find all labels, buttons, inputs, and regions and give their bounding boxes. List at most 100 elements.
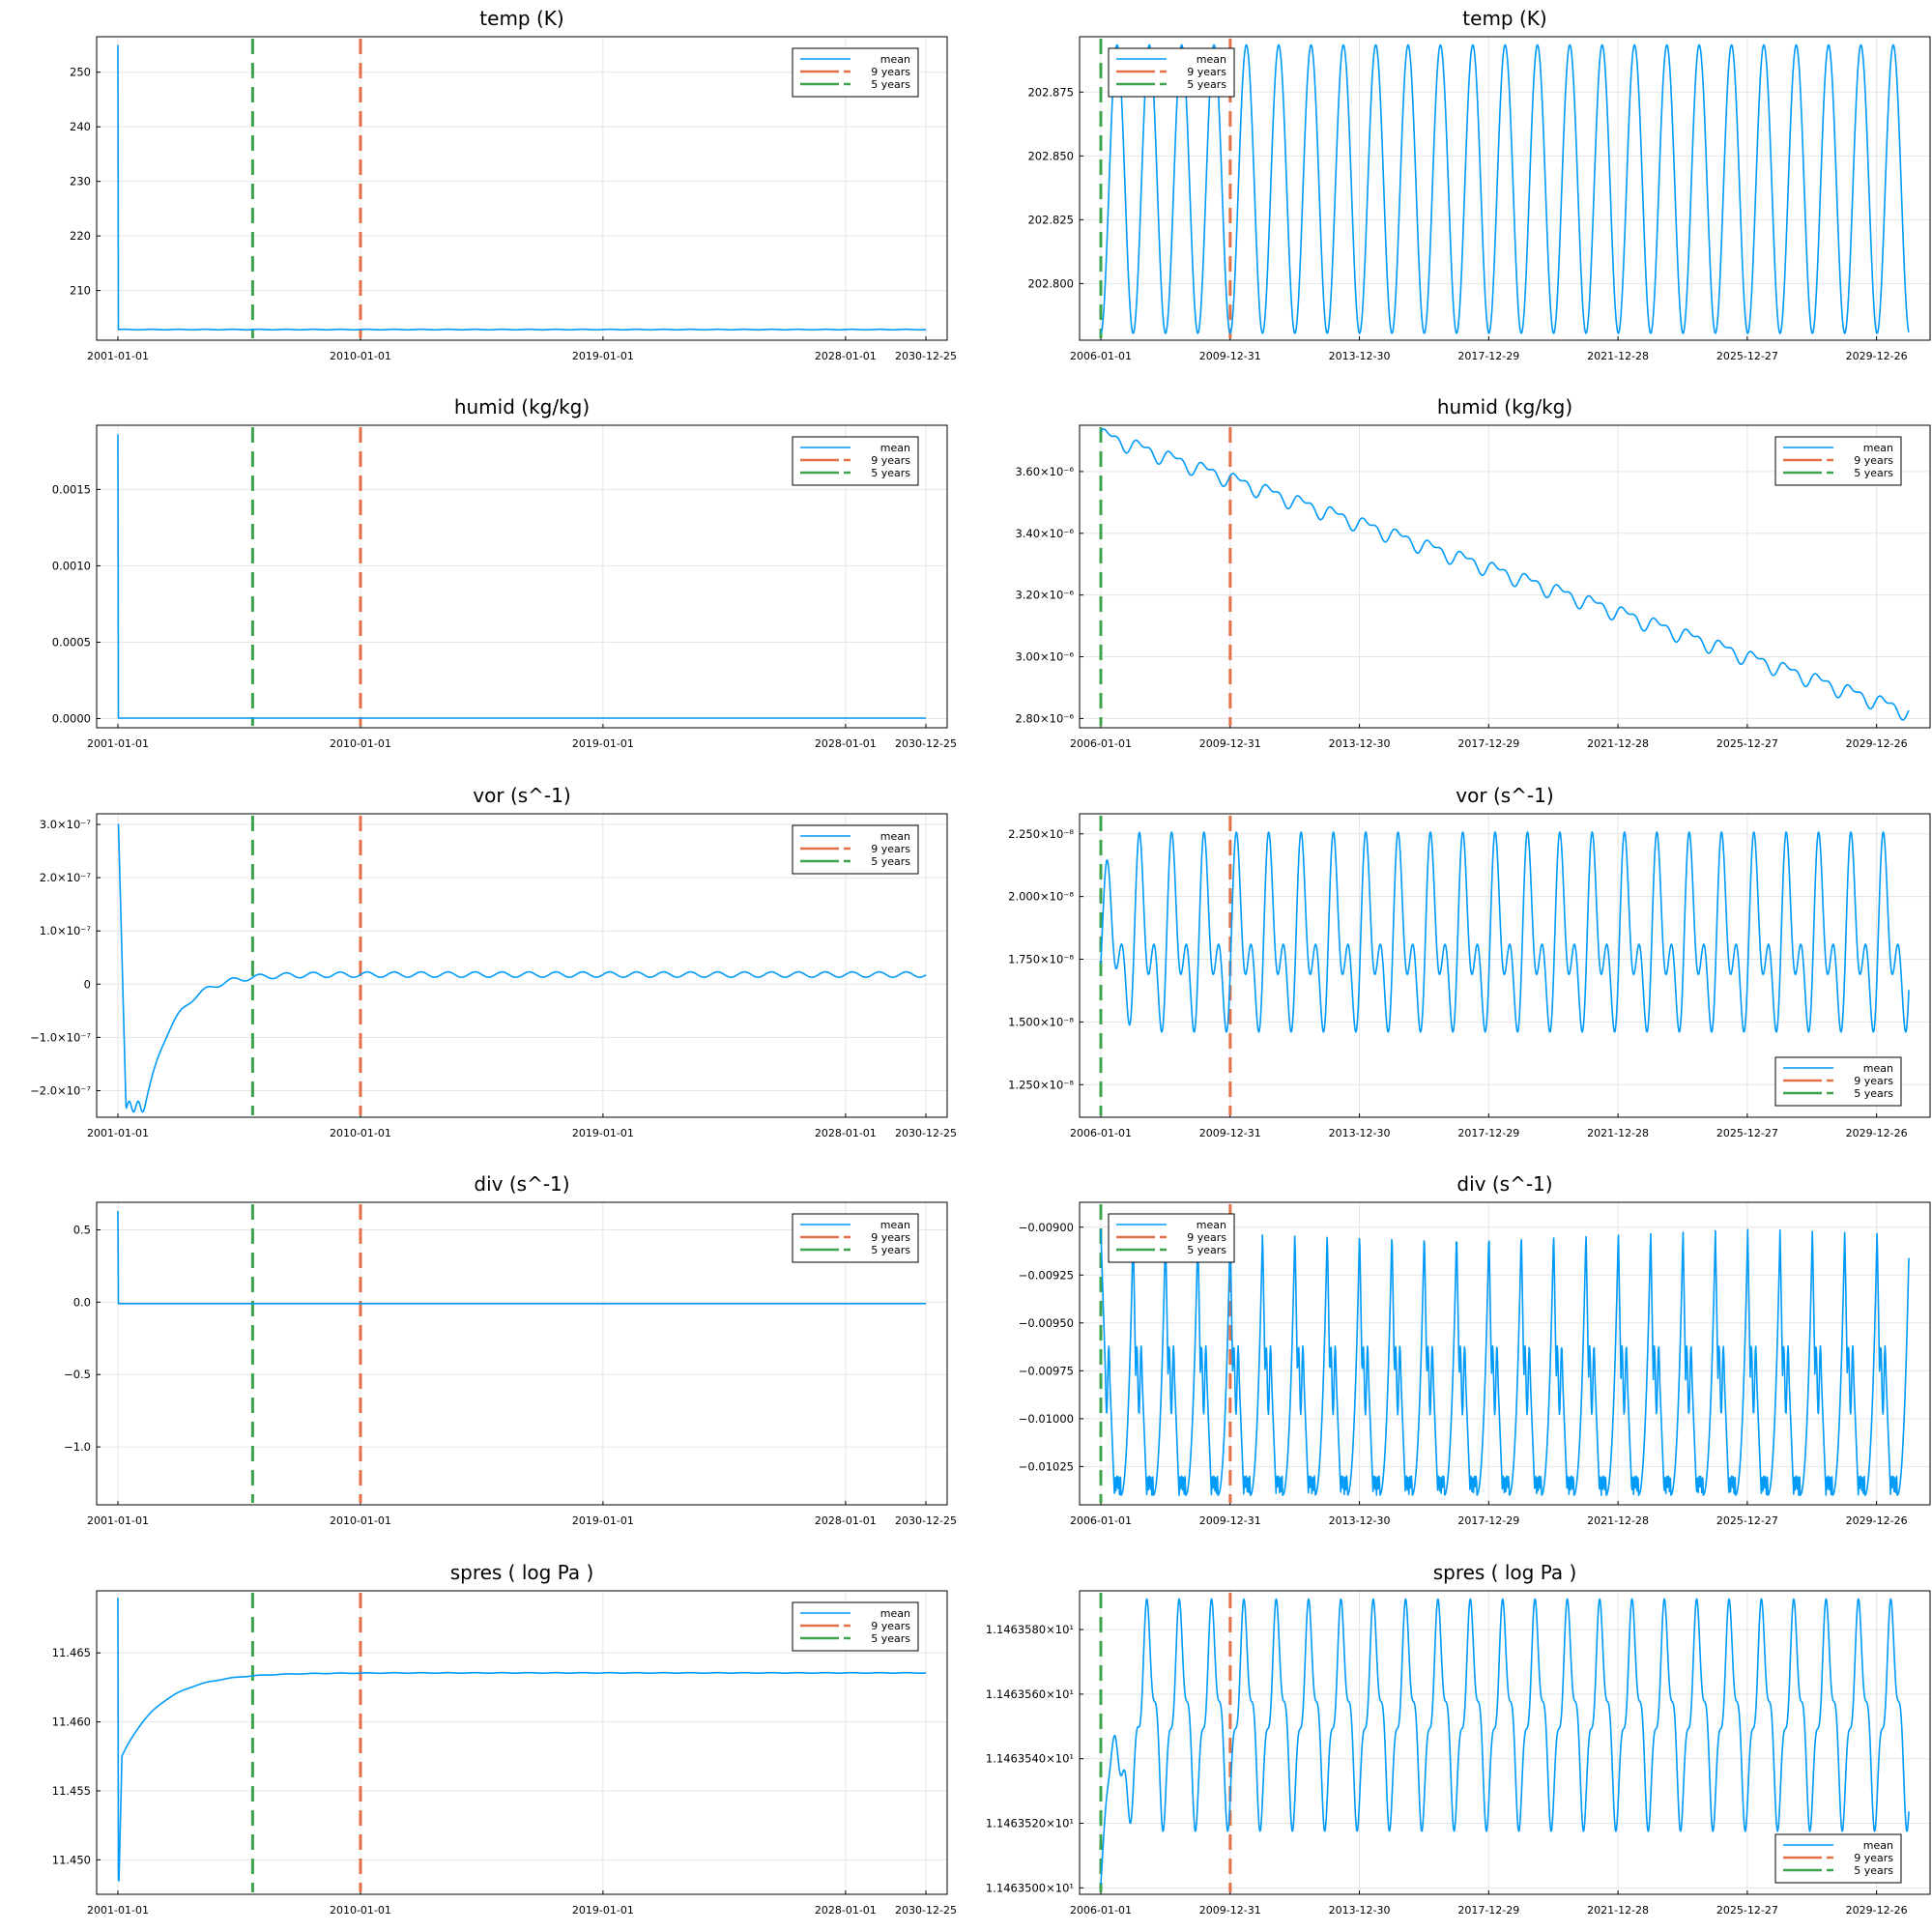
chart-panel: 2001-01-01 2010-01-01 2019-01-01 2028-01-01…	[52, 1561, 957, 1917]
x-tick-label: 2029-12-26	[1846, 737, 1908, 750]
x-tick-label: 2030-12-25	[895, 1127, 957, 1139]
x-tick-label: 2025-12-27	[1716, 1514, 1778, 1527]
chart-title: humid (kg/kg)	[454, 395, 590, 418]
legend-label: 5 years	[1187, 78, 1226, 91]
legend-label: 9 years	[1854, 454, 1893, 467]
x-tick-label: 2029-12-26	[1846, 1127, 1908, 1139]
y-tick-label: 1.1463540×10¹	[986, 1752, 1074, 1766]
x-tick-label: 2025-12-27	[1716, 737, 1778, 750]
legend-label: mean	[1863, 442, 1893, 454]
y-tick-label: 210	[70, 284, 91, 298]
y-tick-label: −0.00925	[1019, 1268, 1074, 1282]
x-tick-label: 2009-12-31	[1199, 350, 1261, 362]
x-tick-label: 2028-01-01	[815, 1514, 877, 1527]
x-tick-label: 2019-01-01	[572, 1904, 634, 1917]
legend-label: mean	[1197, 53, 1226, 66]
y-tick-label: 0	[84, 977, 91, 991]
chart-title: spres ( log Pa )	[1433, 1561, 1577, 1584]
x-tick-label: 2030-12-25	[895, 737, 957, 750]
legend-label: mean	[1863, 1062, 1893, 1075]
y-tick-label: 11.460	[52, 1716, 91, 1729]
series-mean-line	[117, 434, 927, 719]
y-tick-label: 240	[70, 120, 91, 133]
legend-label: 5 years	[1854, 1864, 1893, 1877]
x-tick-label: 2013-12-30	[1329, 1127, 1391, 1139]
x-tick-label: 2028-01-01	[815, 1904, 877, 1917]
x-tick-label: 2010-01-01	[330, 737, 391, 750]
x-tick-label: 2019-01-01	[572, 350, 634, 362]
chart-title: vor (s^-1)	[473, 784, 570, 807]
chart-title: temp (K)	[479, 7, 563, 30]
x-tick-label: 2017-12-29	[1457, 1127, 1519, 1139]
y-tick-label: 3.40×10⁻⁶	[1015, 527, 1074, 540]
legend-label: mean	[880, 53, 910, 66]
chart-panel: 2001-01-01 2010-01-01 2019-01-01 2028-01-01…	[70, 7, 957, 362]
legend-label: 5 years	[1854, 467, 1893, 479]
x-tick-label: 2019-01-01	[572, 737, 634, 750]
chart-panel: 2006-01-01 2009-12-31 2013-12-30 2017-12-29…	[986, 1561, 1931, 1917]
x-tick-label: 2006-01-01	[1070, 1904, 1132, 1917]
chart-panel: 2001-01-01 2010-01-01 2019-01-01 2028-01-01…	[52, 395, 957, 750]
y-tick-label: −1.0×10⁻⁷	[30, 1030, 91, 1044]
y-tick-label: 1.1463560×10¹	[986, 1687, 1074, 1701]
x-tick-label: 2006-01-01	[1070, 1514, 1132, 1527]
chart-title: humid (kg/kg)	[1437, 395, 1572, 418]
y-tick-label: −0.01000	[1019, 1412, 1074, 1426]
axis-frame	[1079, 1201, 1931, 1506]
chart-panel: 2006-01-01 2009-12-31 2013-12-30 2017-12-29…	[1008, 784, 1931, 1139]
legend-label: 5 years	[871, 855, 910, 868]
x-tick-label: 2021-12-28	[1587, 350, 1649, 362]
y-tick-label: −0.00950	[1019, 1316, 1074, 1330]
x-tick-label: 2028-01-01	[815, 350, 877, 362]
x-tick-label: 2010-01-01	[330, 350, 391, 362]
chart-title: div (s^-1)	[474, 1172, 569, 1196]
y-tick-label: 2.80×10⁻⁶	[1015, 711, 1074, 725]
series-mean-line	[117, 1210, 927, 1305]
x-tick-label: 2025-12-27	[1716, 350, 1778, 362]
x-tick-label: 2001-01-01	[87, 350, 149, 362]
legend-label: 5 years	[871, 78, 910, 91]
x-tick-label: 2013-12-30	[1329, 1514, 1391, 1527]
axis-frame	[96, 813, 948, 1118]
series-mean-line	[1100, 428, 1910, 721]
legend-label: 9 years	[871, 66, 910, 78]
legend-label: mean	[880, 1219, 910, 1231]
y-tick-label: 230	[70, 175, 91, 188]
x-tick-label: 2029-12-26	[1846, 1514, 1908, 1527]
x-tick-label: 2019-01-01	[572, 1514, 634, 1527]
x-tick-label: 2025-12-27	[1716, 1127, 1778, 1139]
legend-label: 9 years	[871, 454, 910, 467]
legend-label: mean	[880, 1607, 910, 1620]
y-tick-label: 1.500×10⁻⁸	[1008, 1015, 1074, 1028]
y-tick-label: −0.00975	[1019, 1364, 1074, 1377]
y-tick-label: −1.0	[64, 1440, 91, 1454]
legend-label: 9 years	[1187, 1231, 1226, 1244]
x-tick-label: 2001-01-01	[87, 1904, 149, 1917]
legend-label: 5 years	[871, 1632, 910, 1645]
y-tick-label: 220	[70, 229, 91, 243]
x-tick-label: 2009-12-31	[1199, 1514, 1261, 1527]
axis-frame	[96, 1201, 948, 1506]
x-tick-label: 2013-12-30	[1329, 737, 1391, 750]
chart-panel: 2001-01-01 2010-01-01 2019-01-01 2028-01-01…	[64, 1172, 957, 1527]
legend-label: 9 years	[1854, 1852, 1893, 1864]
legend-label: mean	[1863, 1839, 1893, 1852]
y-tick-label: −0.00900	[1019, 1221, 1074, 1234]
x-tick-label: 2001-01-01	[87, 1514, 149, 1527]
y-tick-label: 0.0000	[52, 712, 91, 726]
x-tick-label: 2029-12-26	[1846, 350, 1908, 362]
y-tick-label: 3.00×10⁻⁶	[1015, 650, 1074, 664]
legend-label: mean	[880, 830, 910, 843]
x-tick-label: 2010-01-01	[330, 1904, 391, 1917]
legend-label: mean	[1197, 1219, 1226, 1231]
legend-label: 9 years	[871, 843, 910, 855]
x-tick-label: 2025-12-27	[1716, 1904, 1778, 1917]
axis-frame	[1079, 424, 1931, 729]
